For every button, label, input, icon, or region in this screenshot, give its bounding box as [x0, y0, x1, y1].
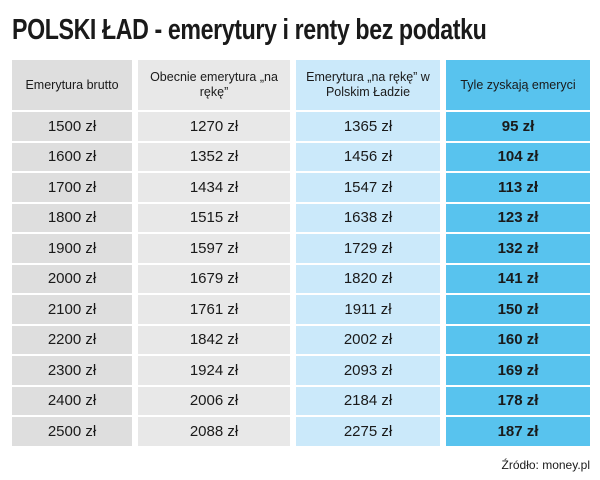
table-cell: 1924 zł — [138, 356, 290, 385]
table-cell: 2184 zł — [296, 386, 440, 415]
table-cell: 1270 zł — [138, 112, 290, 141]
column-header: Emerytura brutto — [12, 60, 132, 110]
table-cell: 1679 zł — [138, 264, 290, 293]
table-cell: 113 zł — [446, 173, 590, 202]
table-cell: 1729 zł — [296, 234, 440, 263]
table-cell: 1600 zł — [12, 142, 132, 171]
table-cell: 141 zł — [446, 264, 590, 293]
table-cell: 132 zł — [446, 234, 590, 263]
table-cell: 1800 zł — [12, 203, 132, 232]
column-header: Tyle zyskają emeryci — [446, 60, 590, 110]
table-cell: 95 zł — [446, 112, 590, 141]
table-cell: 2300 zł — [12, 356, 132, 385]
table-cell: 178 zł — [446, 386, 590, 415]
table-cell: 1352 zł — [138, 142, 290, 171]
table-cell: 123 zł — [446, 203, 590, 232]
table: Emerytura brutto Obecnie emerytura „na rę… — [12, 60, 590, 446]
table-cell: 1911 zł — [296, 295, 440, 324]
table-cell: 1456 zł — [296, 142, 440, 171]
source: Źródło: money.pl — [501, 458, 590, 472]
table-cell: 187 zł — [446, 417, 590, 446]
table-cell: 1500 zł — [12, 112, 132, 141]
table-cell: 1365 zł — [296, 112, 440, 141]
table-cell: 1638 zł — [296, 203, 440, 232]
table-cell: 2000 zł — [12, 264, 132, 293]
table-cell: 1842 zł — [138, 325, 290, 354]
table-cell: 2500 zł — [12, 417, 132, 446]
table-cell: 169 zł — [446, 356, 590, 385]
column-header: Obecnie emerytura „na rękę” — [138, 60, 290, 110]
table-cell: 2088 zł — [138, 417, 290, 446]
table-cell: 2100 zł — [12, 295, 132, 324]
table-cell: 2200 zł — [12, 325, 132, 354]
table-cell: 1547 zł — [296, 173, 440, 202]
table-cell: 1700 zł — [12, 173, 132, 202]
table-cell: 2006 zł — [138, 386, 290, 415]
column-header: Emerytura „na rękę” w Polskim Ładzie — [296, 60, 440, 110]
table-cell: 1597 zł — [138, 234, 290, 263]
table-cell: 2093 zł — [296, 356, 440, 385]
table-cell: 2400 zł — [12, 386, 132, 415]
table-cell: 1900 zł — [12, 234, 132, 263]
table-cell: 1515 zł — [138, 203, 290, 232]
table-cell: 150 zł — [446, 295, 590, 324]
table-cell: 2002 zł — [296, 325, 440, 354]
table-cell: 160 zł — [446, 325, 590, 354]
table-cell: 1820 zł — [296, 264, 440, 293]
table-cell: 1434 zł — [138, 173, 290, 202]
table-cell: 104 zł — [446, 142, 590, 171]
table-cell: 2275 zł — [296, 417, 440, 446]
table-cell: 1761 zł — [138, 295, 290, 324]
title: POLSKI ŁAD - emerytury i renty bez podat… — [12, 14, 487, 46]
